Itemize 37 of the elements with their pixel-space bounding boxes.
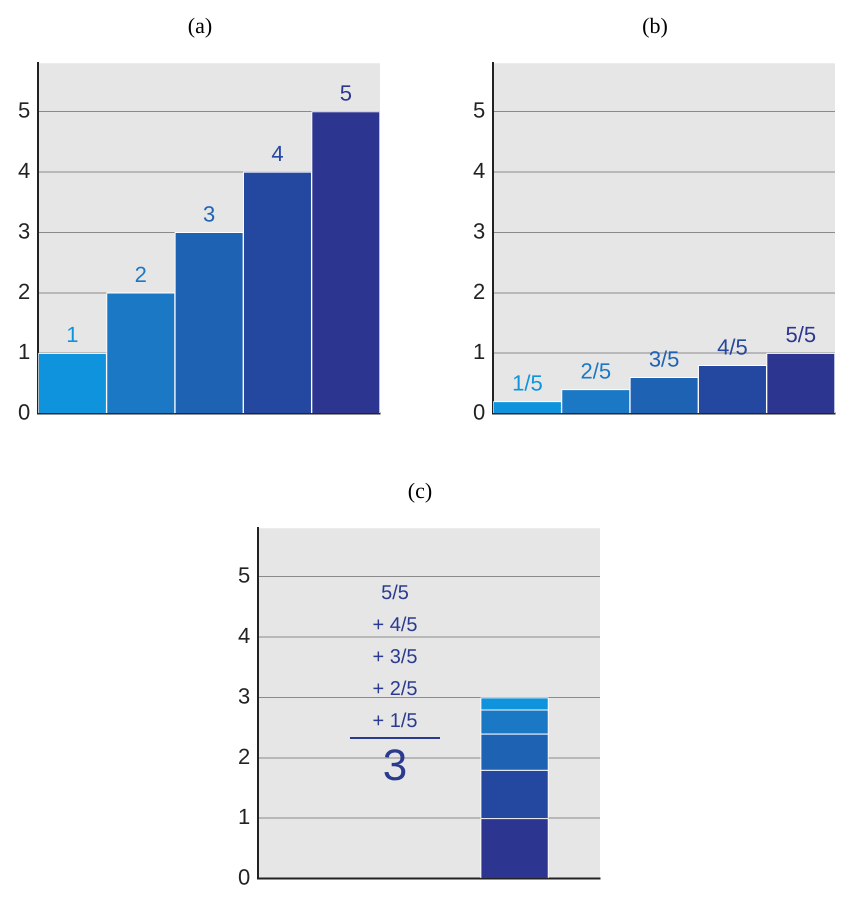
y-tick-label: 5 <box>238 562 250 588</box>
data-label: 4/5 <box>717 334 748 360</box>
data-label: 1/5 <box>512 370 543 396</box>
y-tick-label: 3 <box>472 218 486 244</box>
y-tick-label: 1 <box>238 804 250 830</box>
y-tick-label: 4 <box>472 158 486 184</box>
y-tick-label: 1 <box>18 339 30 364</box>
y-tick-label: 2 <box>18 278 30 304</box>
data-label: 2/5 <box>580 358 612 384</box>
data-label: 4 <box>271 141 284 166</box>
data-label: 3/5 <box>648 346 680 372</box>
y-tick-label: 2 <box>472 278 486 304</box>
y-tick-label: 0 <box>238 864 250 890</box>
y-tick-label: 2 <box>238 744 250 769</box>
y-tick-label: 1 <box>472 339 486 364</box>
data-label: 1 <box>66 322 79 348</box>
y-tick-label: 4 <box>18 158 30 184</box>
chart-title: (b) <box>641 12 669 40</box>
annotation: + 2/5 <box>371 677 419 702</box>
data-label: 5/5 <box>786 322 816 348</box>
chart-title: (c) <box>406 477 434 505</box>
annotation: + 4/5 <box>371 613 419 638</box>
y-tick-label: 4 <box>238 623 250 648</box>
y-tick-label: 5 <box>18 98 30 123</box>
y-tick-label: 0 <box>18 400 30 425</box>
y-tick-label: 3 <box>18 218 30 244</box>
annotation: 3 <box>382 740 408 792</box>
data-label: 5 <box>340 80 352 106</box>
chart-title: (a) <box>186 12 214 40</box>
y-tick-label: 5 <box>472 98 486 123</box>
annotation: + 3/5 <box>371 645 419 670</box>
y-tick-label: 3 <box>238 683 250 708</box>
data-label: 3 <box>202 201 216 226</box>
annotation: 5/5 <box>380 581 410 606</box>
data-label: 2 <box>134 262 147 287</box>
annotation: + 1/5 <box>350 705 440 739</box>
y-tick-label: 0 <box>472 400 486 425</box>
